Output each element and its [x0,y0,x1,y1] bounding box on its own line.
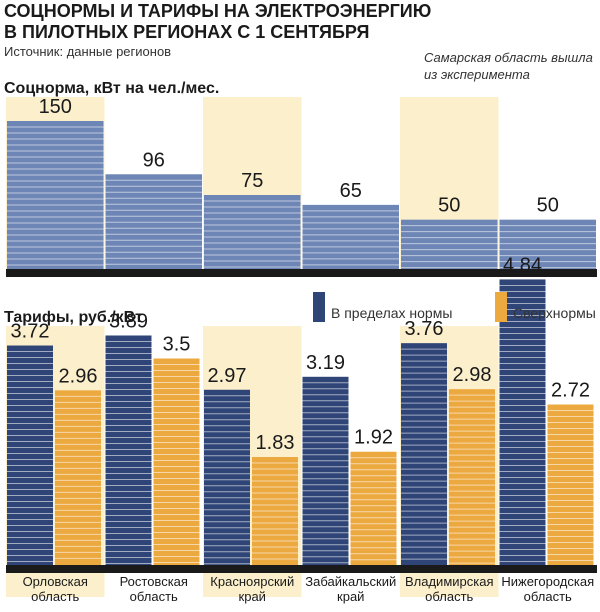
category-label: область [31,589,79,604]
bar-within-norm [105,335,152,565]
chart-title-line1: СОЦНОРМЫ И ТАРИФЫ НА ЭЛЕКТРОЭНЕРГИЮ [4,1,431,21]
bar-within-norm [499,279,546,565]
bar-layer [6,121,597,573]
chart-source: Источник: данные регионов [4,44,171,59]
category-label: край [239,589,266,604]
value-label-above-norm: 2.72 [551,380,590,402]
category-label: Нижегородская [501,574,594,589]
bar-above-norm [547,404,594,565]
tariff-baseline [6,565,597,573]
legend-swatch-above-norm [495,292,507,322]
value-label-above-norm: 1.92 [354,427,393,449]
value-label-within-norm: 3.19 [306,352,345,374]
section-title-tariffs: Тарифы, руб./кВт [4,309,143,326]
bar-above-norm [350,451,397,565]
legend-swatch-within-norm [313,292,325,322]
value-label-above-norm: 2.98 [453,364,492,386]
section-title-norms: Соцнорма, кВт на чел./мес. [4,80,219,97]
legend-label-above-norm: Сверхнормы [513,305,596,321]
legend-label-within-norm: В пределах нормы [331,305,452,321]
chart-title-line2: В ПИЛОТНЫХ РЕГИОНАХ С 1 СЕНТЯБРЯ [4,22,369,42]
category-label: Забайкальский [305,574,396,589]
norm-value-label: 96 [143,149,165,171]
bar-within-norm [204,389,250,565]
value-label-within-norm: 2.97 [208,365,247,387]
norm-bar [401,219,498,269]
norm-value-label: 65 [340,180,362,202]
norm-value-label: 150 [39,96,72,118]
norm-bar [105,174,202,269]
norm-value-label: 50 [537,195,559,217]
value-label-within-norm: 3.72 [11,321,50,343]
category-label: Владимирская [405,574,494,589]
norm-baseline [6,269,597,277]
category-label: Ростовская [120,574,188,589]
bar-above-norm [55,390,101,565]
norm-value-label: 75 [241,170,263,192]
category-label: Красноярский [210,574,294,589]
value-label-within-norm: 4.84 [503,254,542,276]
bar-within-norm [302,376,349,565]
category-label: область [425,589,473,604]
norm-bar [204,195,301,269]
bar-within-norm [7,345,53,565]
value-label-above-norm: 3.5 [163,334,191,356]
category-label: Орловская [23,574,88,589]
bar-within-norm [401,343,447,565]
category-label: область [524,589,572,604]
norm-value-label: 50 [438,195,460,217]
note-line2: из эксперимента [424,67,530,82]
norm-bar [302,204,399,269]
category-label: край [337,589,364,604]
category-label: область [130,589,178,604]
bar-above-norm [153,358,200,565]
note-line1: Самарская область вышла [424,50,593,65]
bar-above-norm [449,389,495,565]
value-label-above-norm: 2.96 [59,365,98,387]
value-label-within-norm: 3.89 [109,310,148,332]
norm-bar [499,219,596,269]
norm-bar [7,121,104,269]
value-label-above-norm: 1.83 [256,432,295,454]
value-label-within-norm: 3.76 [405,318,444,340]
